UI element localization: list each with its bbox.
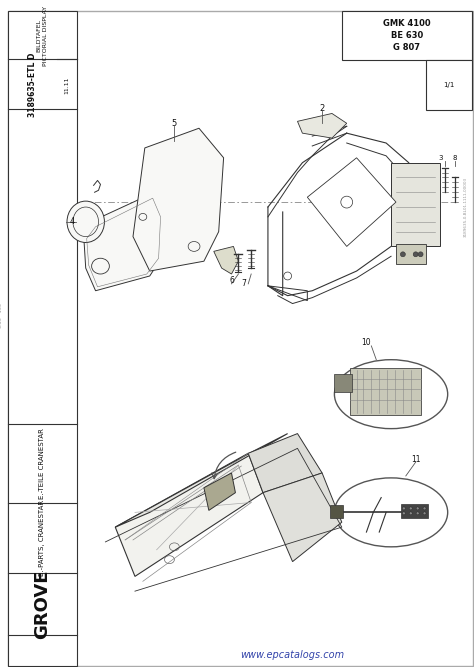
Ellipse shape	[402, 507, 405, 510]
Polygon shape	[248, 434, 322, 493]
Polygon shape	[298, 113, 346, 138]
Ellipse shape	[335, 360, 447, 429]
Bar	[396, 245, 426, 264]
Polygon shape	[133, 128, 224, 271]
Bar	[350, 368, 420, 415]
Text: 8: 8	[453, 155, 457, 161]
Ellipse shape	[335, 478, 447, 547]
Text: GMK 4100
BE 630
G 807: GMK 4100 BE 630 G 807	[383, 19, 430, 52]
Ellipse shape	[409, 512, 412, 515]
Ellipse shape	[418, 252, 423, 257]
Bar	[334, 374, 352, 392]
Bar	[342, 11, 472, 60]
Text: BILDTAFEL
PICTORIAL DISPLAY: BILDTAFEL PICTORIAL DISPLAY	[37, 5, 48, 66]
Ellipse shape	[416, 512, 419, 515]
Polygon shape	[204, 473, 236, 510]
Text: 7: 7	[241, 279, 246, 288]
Polygon shape	[214, 246, 238, 274]
Text: 2: 2	[319, 104, 325, 113]
Text: 11.11: 11.11	[64, 76, 70, 93]
Text: 1/1: 1/1	[443, 82, 455, 88]
Polygon shape	[263, 473, 342, 562]
Text: 3: 3	[438, 155, 443, 161]
Text: 5: 5	[172, 119, 177, 128]
Ellipse shape	[416, 507, 419, 510]
Text: 11: 11	[411, 455, 420, 464]
Polygon shape	[115, 454, 263, 576]
Ellipse shape	[67, 201, 104, 243]
Text: GROVE: GROVE	[33, 570, 51, 639]
Text: 4: 4	[69, 217, 74, 226]
Ellipse shape	[423, 507, 426, 510]
Ellipse shape	[423, 512, 426, 515]
Text: 6.30 - 100: 6.30 - 100	[0, 303, 2, 328]
Bar	[391, 163, 440, 246]
Polygon shape	[84, 192, 164, 291]
Text: 10: 10	[362, 338, 371, 348]
Text: E.-PARTS, CRANESTAR: E.-PARTS, CRANESTAR	[39, 500, 46, 576]
Bar	[401, 504, 428, 518]
Polygon shape	[115, 434, 288, 527]
Bar	[330, 506, 343, 518]
Polygon shape	[307, 158, 396, 246]
Bar	[426, 60, 472, 109]
Bar	[8, 11, 77, 666]
Text: E.-TEILE CRANESTAR: E.-TEILE CRANESTAR	[39, 428, 46, 498]
Ellipse shape	[402, 512, 405, 515]
Text: 3189635-0-BL01-1111-00003: 3189635-0-BL01-1111-00003	[464, 177, 468, 237]
Text: 3189635-ETL D: 3189635-ETL D	[28, 53, 37, 117]
Ellipse shape	[409, 507, 412, 510]
Ellipse shape	[401, 252, 405, 257]
Ellipse shape	[413, 252, 418, 257]
Text: 6: 6	[229, 276, 234, 285]
Text: www.epcatalogs.com: www.epcatalogs.com	[240, 650, 345, 660]
